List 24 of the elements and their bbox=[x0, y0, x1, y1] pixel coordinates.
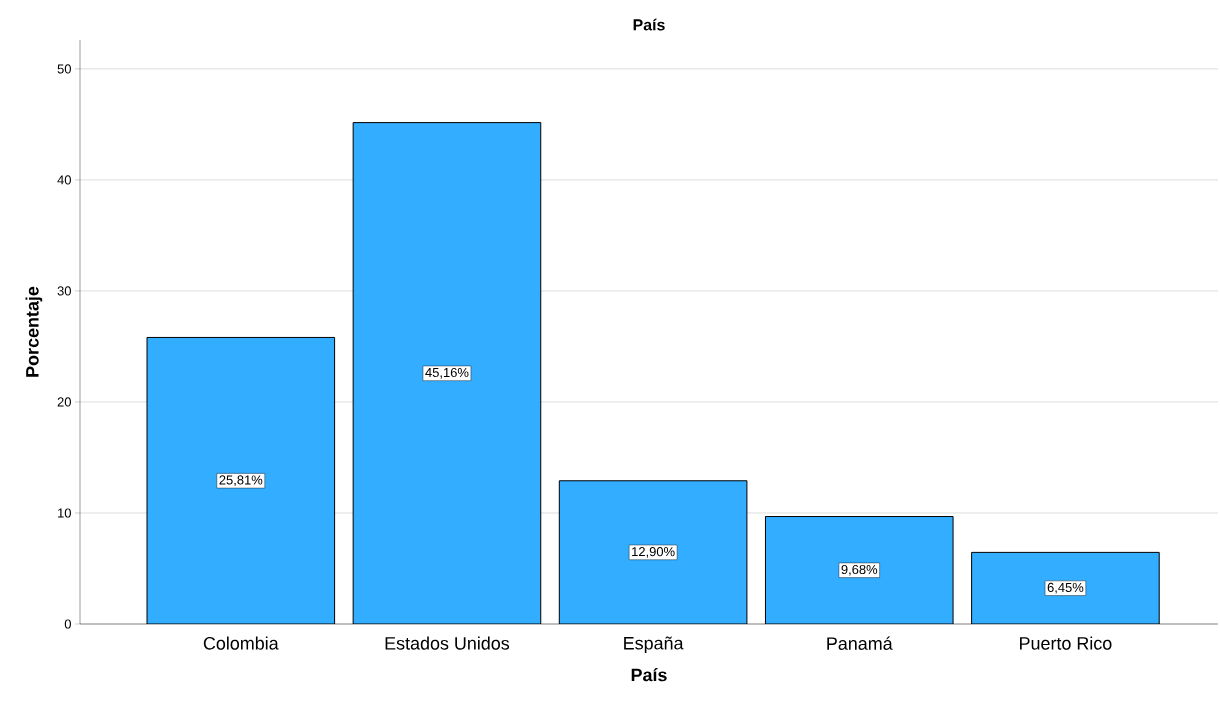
y-tick-label: 50 bbox=[57, 64, 71, 74]
y-tick-label: 30 bbox=[57, 286, 71, 296]
x-tick-label: España bbox=[624, 636, 684, 654]
bar bbox=[352, 122, 542, 624]
y-tick-label: 10 bbox=[58, 508, 71, 518]
y-tick-label: 20 bbox=[57, 397, 71, 407]
x-axis-title: País bbox=[631, 667, 667, 682]
chart-title: País bbox=[633, 18, 665, 31]
data-label: 45,16% bbox=[425, 367, 469, 379]
bar bbox=[146, 336, 336, 624]
x-tick-label: Colombia bbox=[203, 636, 279, 650]
y-tick-label: 0 bbox=[64, 619, 71, 629]
data-label: 25,81% bbox=[219, 475, 263, 487]
bar bbox=[558, 480, 748, 624]
x-tick-label: Puerto Rico bbox=[1020, 636, 1112, 650]
y-tick-label: 40 bbox=[57, 175, 71, 185]
bar bbox=[971, 551, 1160, 624]
x-tick-label: Estados Unidos bbox=[385, 636, 510, 650]
y-axis-title: Porcentaje bbox=[25, 286, 43, 377]
data-label: 12,90% bbox=[632, 547, 675, 558]
data-label: 6,45% bbox=[1047, 582, 1084, 594]
data-label: 9,68% bbox=[841, 564, 878, 576]
x-tick-label: Panamá bbox=[827, 636, 893, 650]
bar bbox=[764, 516, 954, 624]
